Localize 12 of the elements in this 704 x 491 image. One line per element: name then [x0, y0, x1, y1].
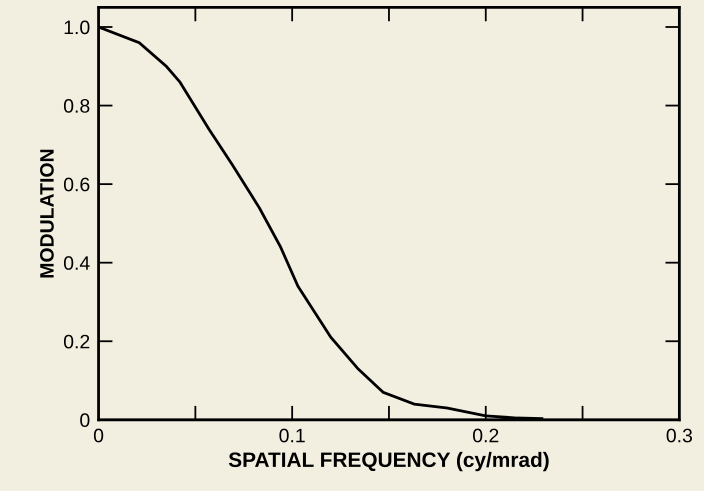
y-axis-title: MODULATION: [40, 150, 54, 278]
y-tick-label: 0.2: [64, 334, 90, 348]
x-tick-label: 0.3: [666, 428, 692, 442]
x-axis-title: SPATIAL FREQUENCY (cy/mrad): [228, 452, 549, 472]
y-tick-label: 0.8: [64, 99, 90, 113]
y-tick-label: 1.0: [64, 20, 90, 34]
y-tick-label: 0.6: [64, 178, 90, 192]
x-tick-label: 0.2: [473, 428, 498, 442]
x-tick-label: 0: [94, 428, 104, 442]
x-tick-label: 0.1: [279, 428, 305, 442]
y-tick-label: 0.4: [64, 256, 90, 270]
y-tick-label: 0: [80, 413, 90, 428]
